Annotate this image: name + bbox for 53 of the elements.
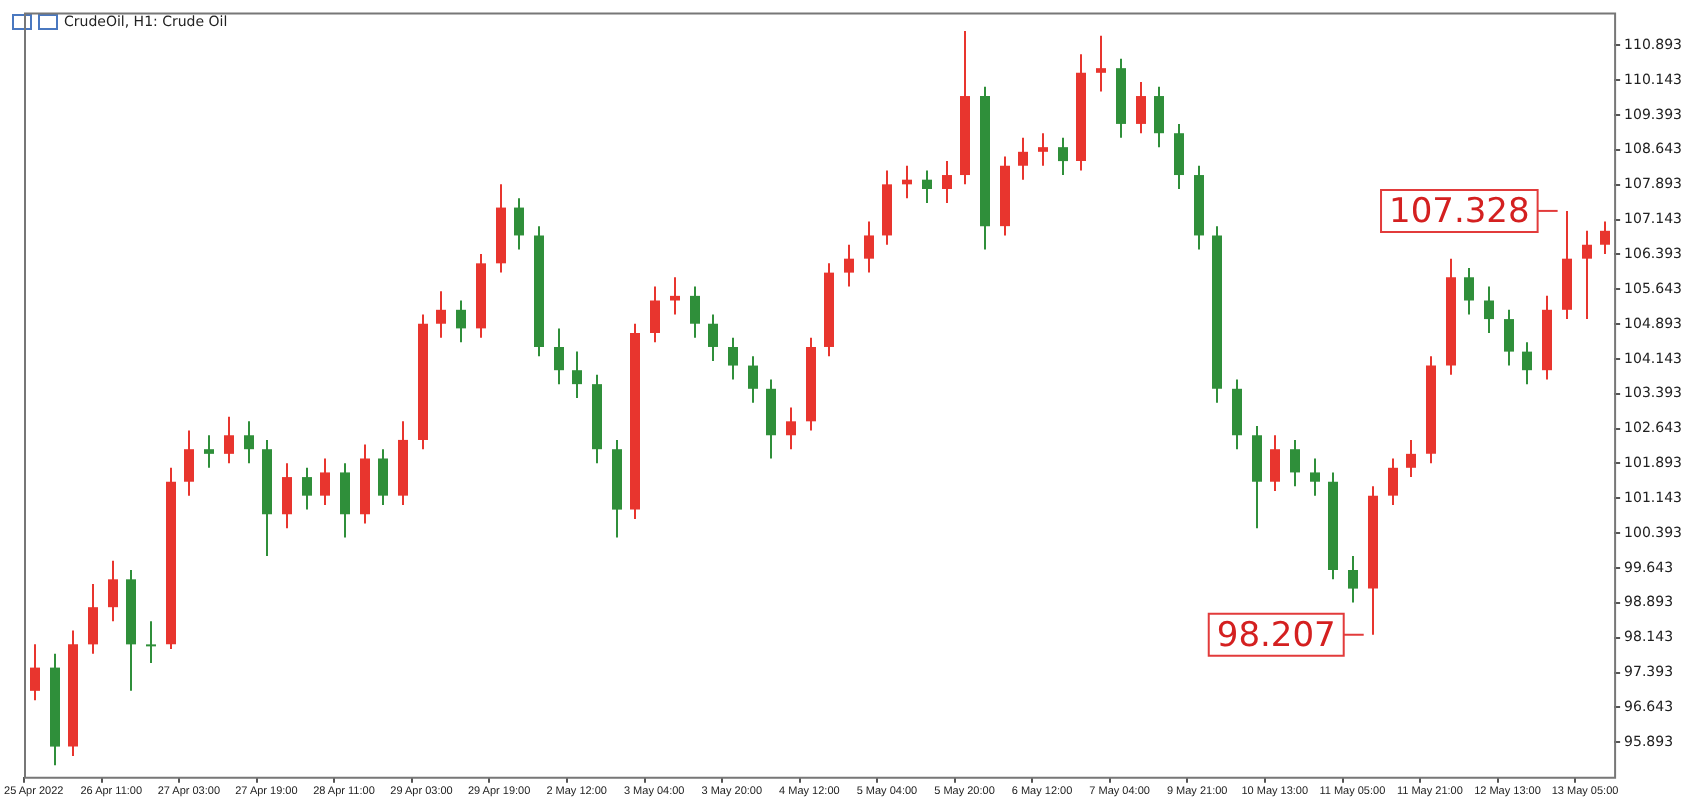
candlestick [282,462,292,530]
candlestick [1154,85,1164,149]
candlestick [1522,341,1532,386]
candlestick [1310,457,1320,497]
candlestick [30,643,40,702]
candlestick [1388,457,1398,506]
candlestick [1136,81,1146,135]
candlestick [1058,136,1068,177]
candlestick [728,336,738,381]
candlestick [1406,438,1416,479]
candlestick [1232,378,1242,451]
candlestick [1174,122,1184,190]
candlestick [1600,220,1610,256]
candlestick [204,434,214,469]
candlestick [864,220,874,274]
candlestick [942,160,952,204]
candlestick [844,243,854,288]
candlestick [436,290,446,339]
candlestick [1464,266,1474,316]
candlestick [1096,34,1106,93]
candlestick [1484,285,1494,335]
candlestick [302,466,312,511]
candlestick [340,462,350,539]
candlestick [554,327,564,386]
candlestick [244,420,254,465]
candlestick [108,559,118,623]
candlestick [1038,132,1048,167]
candlestick [1348,555,1358,604]
candlestick [184,429,194,497]
candlestick [786,406,796,451]
candlestick [922,169,932,204]
candlestick [456,299,466,344]
candlestick [320,457,330,506]
annotation: 107.328 [1389,191,1530,232]
candlestick [572,350,582,400]
candlestick [88,582,98,655]
candlestick [1018,136,1028,181]
candlestick [708,313,718,362]
candlestick [670,276,680,316]
candlestick [1290,438,1300,488]
candlestick [378,448,388,506]
candlestick [1504,308,1514,367]
candlestick [766,378,776,460]
candlestick [748,355,758,404]
candlestick [1252,424,1262,530]
candlestick [1270,434,1280,493]
candlestick [690,285,700,339]
candlestick [650,285,660,344]
candlestick [514,197,524,251]
candlestick [224,415,234,465]
candlestick [1582,229,1592,321]
annotation: 98.207 [1216,615,1336,656]
candlestick [146,620,156,664]
